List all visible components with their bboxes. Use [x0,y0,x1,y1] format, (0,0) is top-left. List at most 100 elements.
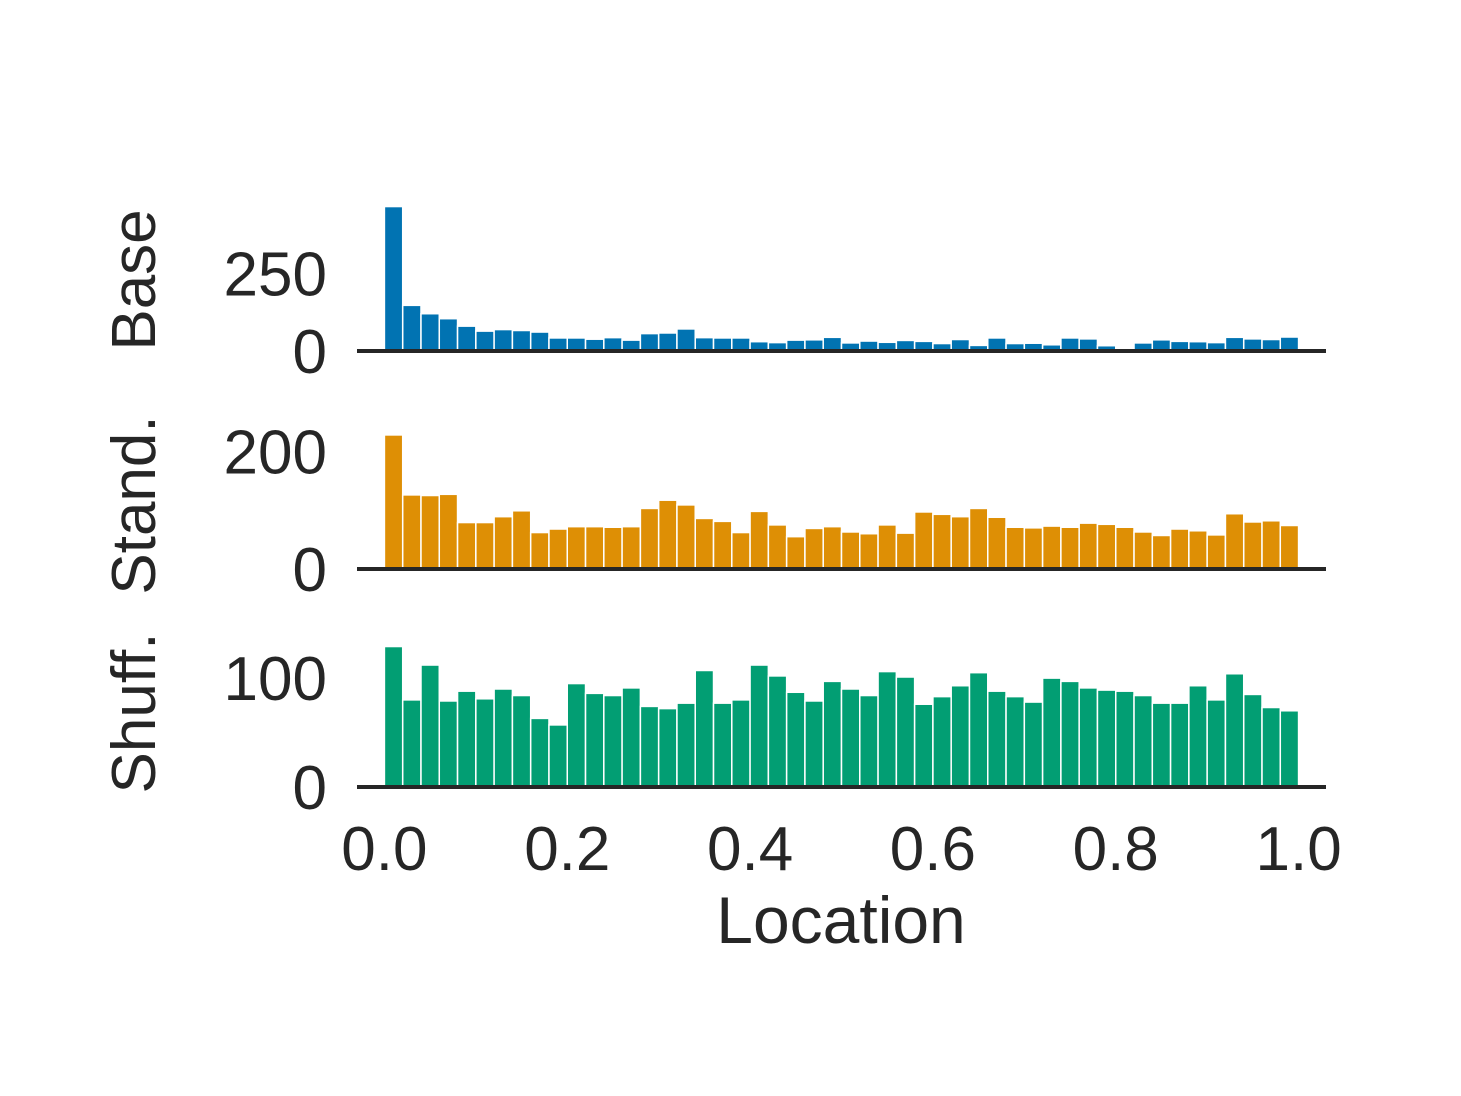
bar [1041,677,1062,788]
y-axis-label: Stand. [100,415,169,594]
x-axis-label: Location [716,883,966,957]
bar [529,717,550,788]
bar [420,664,441,788]
bar [493,328,514,352]
bar [1078,522,1099,570]
bar [657,499,678,570]
bar [1005,526,1026,570]
bar [493,688,514,788]
bar [694,517,715,570]
bar [548,528,568,570]
bar [1151,702,1172,788]
bar [1206,534,1227,570]
bar [859,694,879,788]
bar [1279,524,1300,570]
panels-group: 0 250 Base 0 200 Stand. 0 100 Shuff. [100,205,1326,823]
bar [840,531,861,570]
bar [822,680,843,788]
bar [1115,690,1135,788]
bar [621,687,642,788]
bar [1188,684,1208,788]
bar [438,317,459,352]
bar [639,705,660,788]
bar [657,707,678,788]
bar [859,532,879,570]
bar [804,527,824,570]
bar [475,330,495,352]
bar [913,703,934,788]
bar [767,675,788,788]
x-tick-label: 0.6 [890,815,976,884]
x-tick-label: 0.2 [524,815,610,884]
bar [511,510,532,570]
x-tick-label: 0.4 [707,815,793,884]
bar [621,525,642,570]
bar [987,516,1007,570]
bar [804,700,824,788]
bar [511,694,532,788]
x-tick-label: 1.0 [1255,815,1341,884]
bar [1169,528,1190,570]
bar [1169,702,1190,788]
bar [731,699,751,788]
bar [511,329,532,352]
bar [1005,695,1026,788]
bar [566,682,587,788]
bar [1151,534,1172,570]
bar [603,336,623,352]
bar [785,691,806,788]
bar [1023,701,1044,788]
bar [1206,699,1227,788]
y-tick-label: 100 [224,645,327,714]
bar [401,494,422,570]
bar [401,699,422,788]
bar [1115,526,1135,570]
bar [1133,694,1154,788]
bar [584,525,605,570]
bar [1023,527,1044,570]
x-tick-label: 0.8 [1073,815,1159,884]
bar [822,336,843,352]
bar [932,513,952,570]
bar [639,332,660,352]
bar [657,332,678,352]
bar [1060,680,1080,788]
bar [1060,526,1080,570]
y-tick-label: 0 [293,318,327,387]
bar [913,511,934,570]
bar [1261,520,1282,570]
bar [584,692,605,788]
bar [475,698,495,788]
bar [676,702,696,788]
bar [877,670,898,788]
bar [932,695,952,788]
y-tick-label: 0 [293,536,327,605]
bar [694,336,715,352]
y-axis-label: Base [100,209,169,350]
bar [548,724,568,788]
bar [603,694,623,788]
bar [456,521,477,570]
y-tick-label: 200 [224,418,327,487]
panel-shuff: 0 100 Shuff. [100,633,1326,823]
bar [1224,673,1245,788]
bar [529,331,550,352]
bar [950,684,971,788]
bar [749,510,770,570]
bar [895,676,916,788]
bar [1188,530,1208,570]
bar [712,520,733,570]
bar [676,328,696,352]
bar [1096,523,1117,570]
bar [785,535,806,570]
bar [731,531,751,570]
bar [968,507,989,570]
bar [840,688,861,788]
x-tick-labels: 0.0 0.2 0.4 0.6 0.8 1.0 [341,815,1341,884]
bar [987,690,1007,788]
bar [676,504,696,570]
bar [456,325,477,352]
bar [877,524,898,570]
bar [1242,693,1263,788]
